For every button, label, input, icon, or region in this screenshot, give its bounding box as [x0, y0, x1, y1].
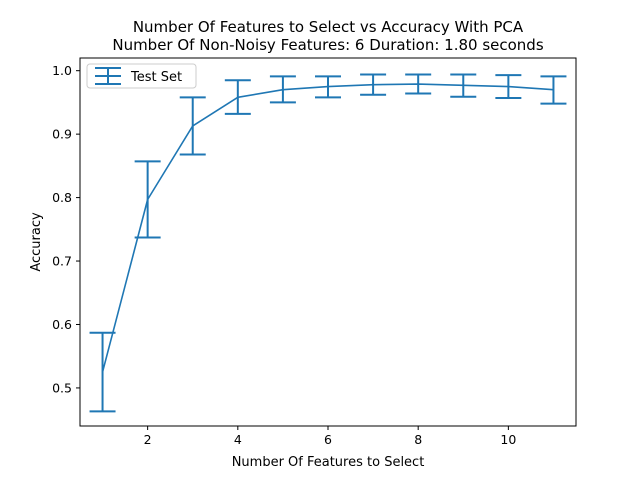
legend-label-test-set: Test Set	[130, 70, 182, 85]
x-tick-label: 10	[500, 432, 516, 447]
y-tick-label: 0.8	[52, 190, 72, 205]
plot-area	[89, 73, 567, 413]
chart-title: Number Of Features to Select vs Accuracy…	[133, 18, 524, 36]
x-tick-label: 8	[414, 432, 422, 447]
y-tick-label: 0.9	[52, 127, 72, 142]
x-axis-label: Number Of Features to Select	[232, 455, 425, 470]
legend: Test Set	[86, 63, 197, 89]
y-tick-label: 1.0	[52, 63, 72, 78]
error-bar	[540, 75, 567, 105]
x-tick-label: 6	[324, 432, 332, 447]
series-line-test-set	[101, 83, 554, 373]
x-tick-label: 2	[144, 432, 152, 447]
y-axis-label: Accuracy	[29, 212, 44, 272]
legend-errorbar-icon	[95, 67, 121, 85]
x-tick-label: 4	[234, 432, 242, 447]
y-tick-label: 0.7	[52, 254, 72, 269]
y-tick-label: 0.5	[52, 380, 72, 395]
y-tick-label: 0.6	[52, 317, 72, 332]
chart-subtitle: Number Of Non-Noisy Features: 6 Duration…	[112, 36, 543, 54]
legend-box	[86, 63, 197, 89]
